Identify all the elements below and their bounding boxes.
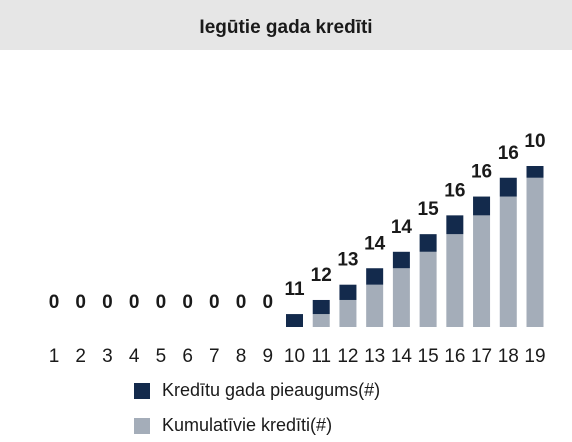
x-tick-label: 8 — [236, 346, 247, 367]
bar-segment — [339, 284, 357, 300]
x-tick-label: 13 — [364, 346, 385, 367]
x-tick-label: 18 — [498, 346, 519, 367]
bar-segment — [526, 177, 544, 327]
bar-segment — [392, 251, 410, 269]
title-bar — [0, 0, 572, 50]
legend-swatch — [134, 383, 150, 399]
x-tick-label: 5 — [156, 346, 167, 367]
data-label: 15 — [418, 199, 440, 220]
x-tick-label: 9 — [262, 346, 273, 367]
x-tick-label: 6 — [182, 346, 193, 367]
x-tick-label: 10 — [284, 346, 305, 367]
data-label: 16 — [444, 180, 465, 201]
data-label: 0 — [236, 292, 247, 313]
data-label: 0 — [156, 292, 167, 313]
x-tick-label: 11 — [311, 346, 331, 367]
data-label: 0 — [129, 292, 140, 313]
x-tick-label: 12 — [337, 346, 358, 367]
bar-segment — [473, 215, 491, 327]
x-tick-label: 16 — [444, 346, 465, 367]
data-label: 16 — [471, 162, 492, 183]
data-label: 0 — [182, 292, 193, 313]
bar-segment — [419, 251, 437, 327]
bar-segment — [473, 196, 491, 216]
x-tick-label: 17 — [471, 346, 492, 367]
legend-label: Kumulatīvie kredīti(#) — [162, 415, 332, 435]
bar-segment — [312, 299, 330, 315]
bar-segment — [312, 314, 330, 327]
x-tick-label: 1 — [49, 346, 60, 367]
bar-segment — [366, 268, 384, 285]
bar-segment — [499, 196, 517, 327]
data-label: 14 — [391, 217, 413, 238]
data-label: 0 — [262, 292, 273, 313]
data-label: 10 — [524, 131, 545, 152]
x-tick-label: 7 — [209, 346, 220, 367]
bar-segment — [419, 234, 437, 252]
data-label: 12 — [311, 265, 332, 286]
data-label: 0 — [209, 292, 220, 313]
legend-swatch — [134, 418, 150, 434]
x-tick-label: 2 — [75, 346, 86, 367]
data-label: 11 — [284, 279, 305, 300]
x-tick-label: 19 — [524, 346, 545, 367]
x-tick-label: 15 — [418, 346, 439, 367]
bar-segment — [446, 215, 464, 235]
data-label: 0 — [49, 292, 60, 313]
x-tick-label: 4 — [129, 346, 140, 367]
bar-segment — [286, 314, 303, 327]
x-tick-label: 14 — [391, 346, 413, 367]
bar-segment — [366, 284, 384, 327]
bar-segment — [499, 177, 517, 197]
data-label: 13 — [337, 250, 358, 271]
data-label: 14 — [364, 233, 386, 254]
chart-title: Iegūtie gada kredīti — [199, 17, 372, 38]
bar-segment — [339, 299, 357, 327]
bar-segment — [526, 166, 544, 178]
x-tick-label: 3 — [102, 346, 113, 367]
legend-label: Kredītu gada pieaugums(#) — [162, 380, 380, 400]
data-label: 0 — [102, 292, 113, 313]
data-label: 16 — [498, 143, 519, 164]
bar-segment — [392, 268, 410, 327]
data-label: 0 — [75, 292, 86, 313]
bar-segment — [446, 234, 464, 327]
